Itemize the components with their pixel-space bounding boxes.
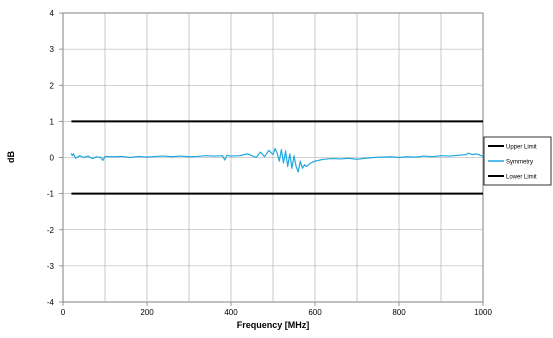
x-tick-label: 800 bbox=[392, 308, 406, 317]
y-tick-label: -4 bbox=[47, 298, 55, 307]
y-tick-label: 4 bbox=[50, 9, 55, 18]
y-tick-label: -3 bbox=[47, 262, 55, 271]
series-layer bbox=[70, 120, 484, 195]
y-tick-label: 2 bbox=[50, 81, 55, 90]
y-tick-labels: -4 -3 -2 -1 0 1 2 3 4 bbox=[47, 9, 63, 307]
x-axis-label: Frequency [MHz] bbox=[237, 320, 310, 330]
legend-label-lower-limit: Lower Limit bbox=[506, 175, 537, 181]
legend-label-upper-limit: Upper Limit bbox=[506, 145, 537, 151]
x-tick-label: 1000 bbox=[474, 308, 492, 317]
y-tick-label: 0 bbox=[50, 154, 55, 163]
x-tick-labels: 0 200 400 600 800 1000 bbox=[61, 302, 492, 317]
y-tick-label: -1 bbox=[47, 190, 55, 199]
y-tick-label: 3 bbox=[50, 45, 55, 54]
x-tick-label: 400 bbox=[224, 308, 238, 317]
y-axis-label: dB bbox=[6, 151, 16, 163]
y-tick-label: 1 bbox=[50, 117, 55, 126]
x-tick-label: 0 bbox=[61, 308, 66, 317]
legend-label-symmetry: Symmetry bbox=[506, 160, 533, 166]
x-tick-label: 200 bbox=[140, 308, 154, 317]
x-tick-label: 600 bbox=[308, 308, 322, 317]
legend-items: Upper Limit Symmetry Lower Limit bbox=[488, 145, 537, 181]
series-line-symmetry bbox=[70, 147, 484, 173]
legend: Upper Limit Symmetry Lower Limit bbox=[483, 136, 552, 186]
y-tick-label: -2 bbox=[47, 226, 55, 235]
